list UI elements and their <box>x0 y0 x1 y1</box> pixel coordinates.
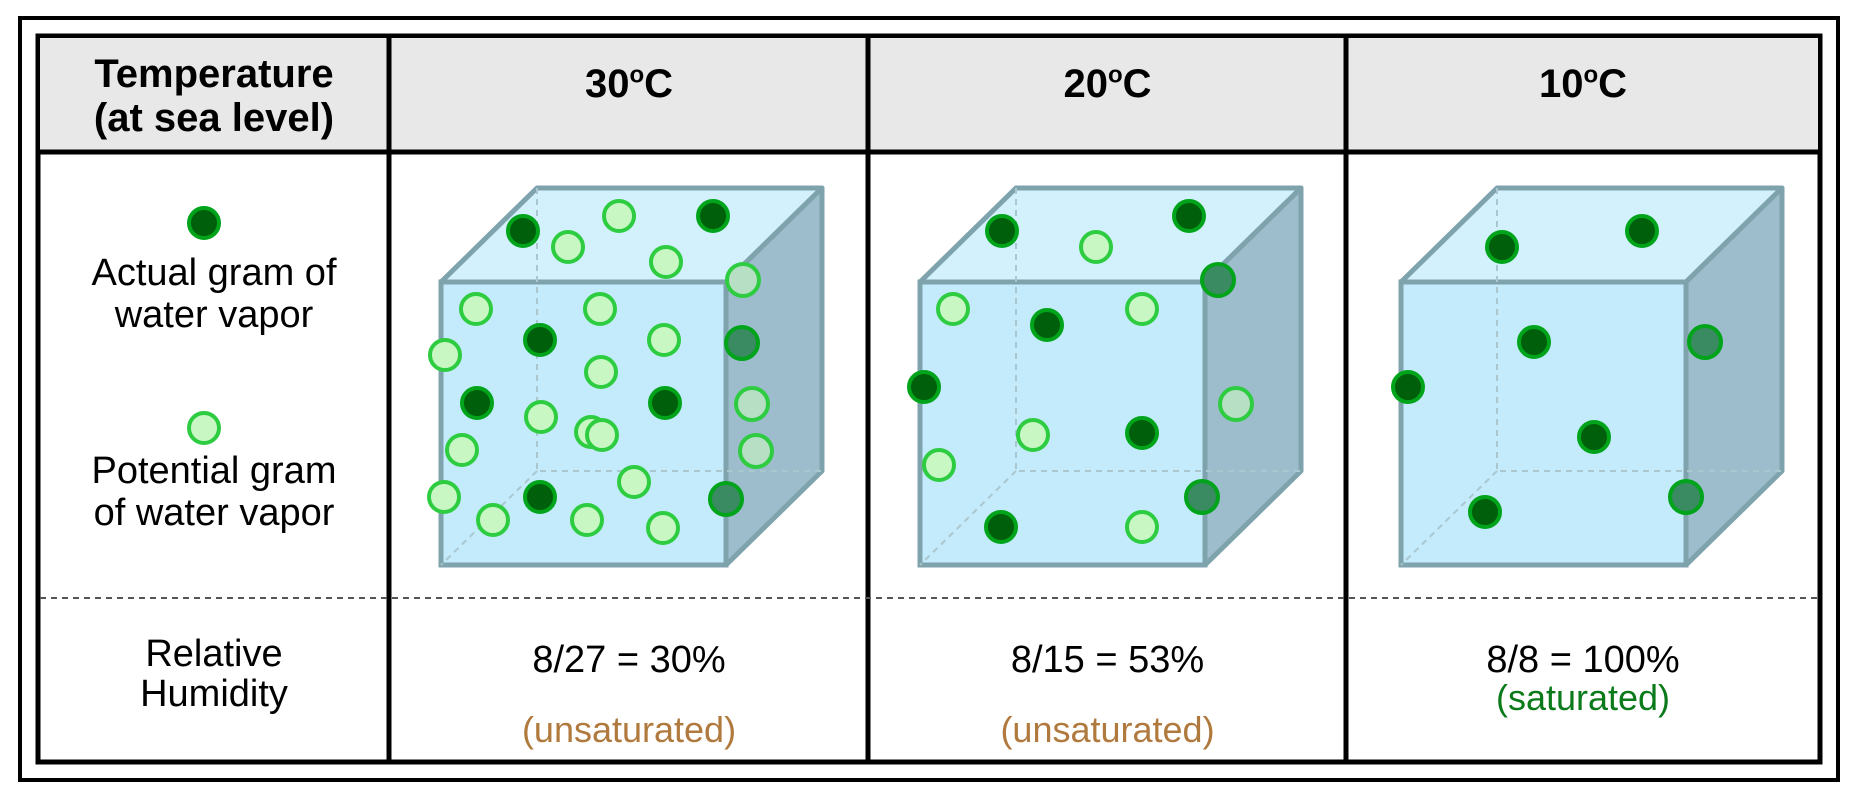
humidity-10-status: (saturated) <box>1495 677 1671 718</box>
cube-30-actual-dot <box>506 214 540 248</box>
header-col-30-deg: o <box>629 61 645 89</box>
cube-10-actual-dot <box>1485 230 1519 264</box>
cube-10-actual-dot <box>1577 420 1611 454</box>
relative-humidity-line2: Humidity <box>140 673 288 715</box>
cube-10-front <box>1398 279 1689 568</box>
cube-30-hidden-edges <box>536 188 822 472</box>
header-col-30-unit: C <box>644 62 674 106</box>
header-row-bg <box>40 38 1818 152</box>
cube-30-potential-dot <box>734 386 770 422</box>
cube-20-actual-dot <box>1125 416 1159 450</box>
outer-border <box>18 16 1840 782</box>
cube-30-potential-dot <box>476 503 510 537</box>
cube-30-potential-dot <box>647 323 681 357</box>
cube-20-actual-dot <box>984 510 1018 544</box>
legend-potential-label: Potential gram of water vapor <box>40 450 388 534</box>
cube-20-potential-dot <box>1125 510 1159 544</box>
cubes-layer <box>427 185 1785 568</box>
cube-30-actual-dot <box>724 325 760 361</box>
cube-30-potential-dot <box>602 199 636 233</box>
cube-20-actual-dot <box>1030 308 1064 342</box>
cube-30-potential-dot <box>459 292 493 326</box>
cube-30-potential-dot <box>428 338 462 372</box>
cube-10-actual-dot <box>1668 479 1704 515</box>
cube-20-actual-dot <box>1172 199 1206 233</box>
header-temperature-line2: (at sea level) <box>93 96 335 140</box>
cube-30-actual-dot <box>523 323 557 357</box>
header-col-10-value: 10 <box>1538 62 1584 106</box>
humidity-10: 8/8 = 100% (saturated) <box>1348 640 1818 718</box>
cube-30-potential-dot <box>646 511 680 545</box>
header-col-20: 20oC <box>870 62 1345 107</box>
cube-30-potential-dot <box>617 465 651 499</box>
cube-30-potential-dot <box>427 480 461 514</box>
legend-potential-line2: of water vapor <box>93 492 335 534</box>
cube-30-actual-dot <box>708 481 744 517</box>
cube-20-potential-dot <box>936 292 970 326</box>
legend-potential-dot <box>187 411 221 445</box>
humidity-30: 8/27 = 30% (unsaturated) <box>391 640 867 750</box>
legend-actual-dot <box>187 206 221 240</box>
cube-10-actual-dot <box>1391 370 1425 404</box>
header-temperature-line1: Temperature <box>94 52 334 96</box>
cube-20-actual-dot <box>907 370 941 404</box>
cube-30-potential-dot <box>445 433 479 467</box>
humidity-20-ratio: 8/15 = 53% <box>1010 639 1205 681</box>
cube-30-potential-dot <box>738 433 774 469</box>
cube-30-potential-dot <box>570 503 604 537</box>
cube-20-potential-dot <box>1016 418 1050 452</box>
cube-10-hidden-edges <box>1496 188 1782 472</box>
cube-20-potential-dot <box>1125 292 1159 326</box>
header-col-10-deg: o <box>1583 61 1599 89</box>
inner-border <box>35 33 1823 765</box>
relative-humidity-line1: Relative <box>145 633 283 675</box>
cube-30-potential-dot <box>551 230 585 264</box>
cube-10-actual-dot <box>1517 325 1551 359</box>
cube-30-potential-dot <box>585 418 619 452</box>
relative-humidity-label: Relative Humidity <box>40 634 388 714</box>
cube-10-actual-dot <box>1468 495 1502 529</box>
humidity-30-status: (unsaturated) <box>521 709 737 750</box>
cube-20-potential-dot <box>922 448 956 482</box>
cube-10-hidden-diag <box>1400 470 1498 566</box>
humidity-10-ratio: 8/8 = 100% <box>1486 639 1680 681</box>
header-col-30-value: 30 <box>584 62 630 106</box>
cube-30-potential-dot <box>584 355 618 389</box>
header-col-30: 30oC <box>391 62 867 107</box>
header-col-10: 10oC <box>1348 62 1818 107</box>
cube-20-hidden-edges <box>1015 188 1301 472</box>
legend-actual-label: Actual gram of water vapor <box>40 252 388 336</box>
header-col-20-deg: o <box>1107 61 1123 89</box>
legend-potential-line1: Potential gram <box>91 450 337 492</box>
header-col-20-value: 20 <box>1063 62 1108 106</box>
cube-20-actual-dot <box>1200 262 1236 298</box>
humidity-20: 8/15 = 53% (unsaturated) <box>870 640 1345 750</box>
cube-20-hidden-diag <box>919 470 1017 566</box>
humidity-30-ratio: 8/27 = 30% <box>532 639 726 681</box>
legend-actual-line2: water vapor <box>114 294 314 336</box>
cube-30-potential-dot <box>725 262 761 298</box>
cube-20-potential-dot <box>1079 230 1113 264</box>
cube-30-potential-dot <box>649 245 683 279</box>
cube-30-actual-dot <box>460 386 494 420</box>
header-temperature-label: Temperature (at sea level) <box>40 52 388 140</box>
header-col-20-unit: C <box>1122 62 1152 106</box>
cube-30-actual-dot <box>523 480 557 514</box>
cube-20-potential-dot <box>1218 386 1254 422</box>
cube-10-actual-dot <box>1687 324 1723 360</box>
cube-30-potential-dot <box>524 400 558 434</box>
legend-actual-line1: Actual gram of <box>91 252 337 294</box>
cube-30-actual-dot <box>648 386 682 420</box>
humidity-20-status: (unsaturated) <box>1000 709 1215 750</box>
cube-20-actual-dot <box>1184 479 1220 515</box>
cube-20-actual-dot <box>985 214 1019 248</box>
header-col-10-unit: C <box>1598 62 1628 106</box>
cube-30-actual-dot <box>696 199 730 233</box>
cube-10-actual-dot <box>1625 214 1659 248</box>
cube-30-potential-dot <box>583 292 617 326</box>
